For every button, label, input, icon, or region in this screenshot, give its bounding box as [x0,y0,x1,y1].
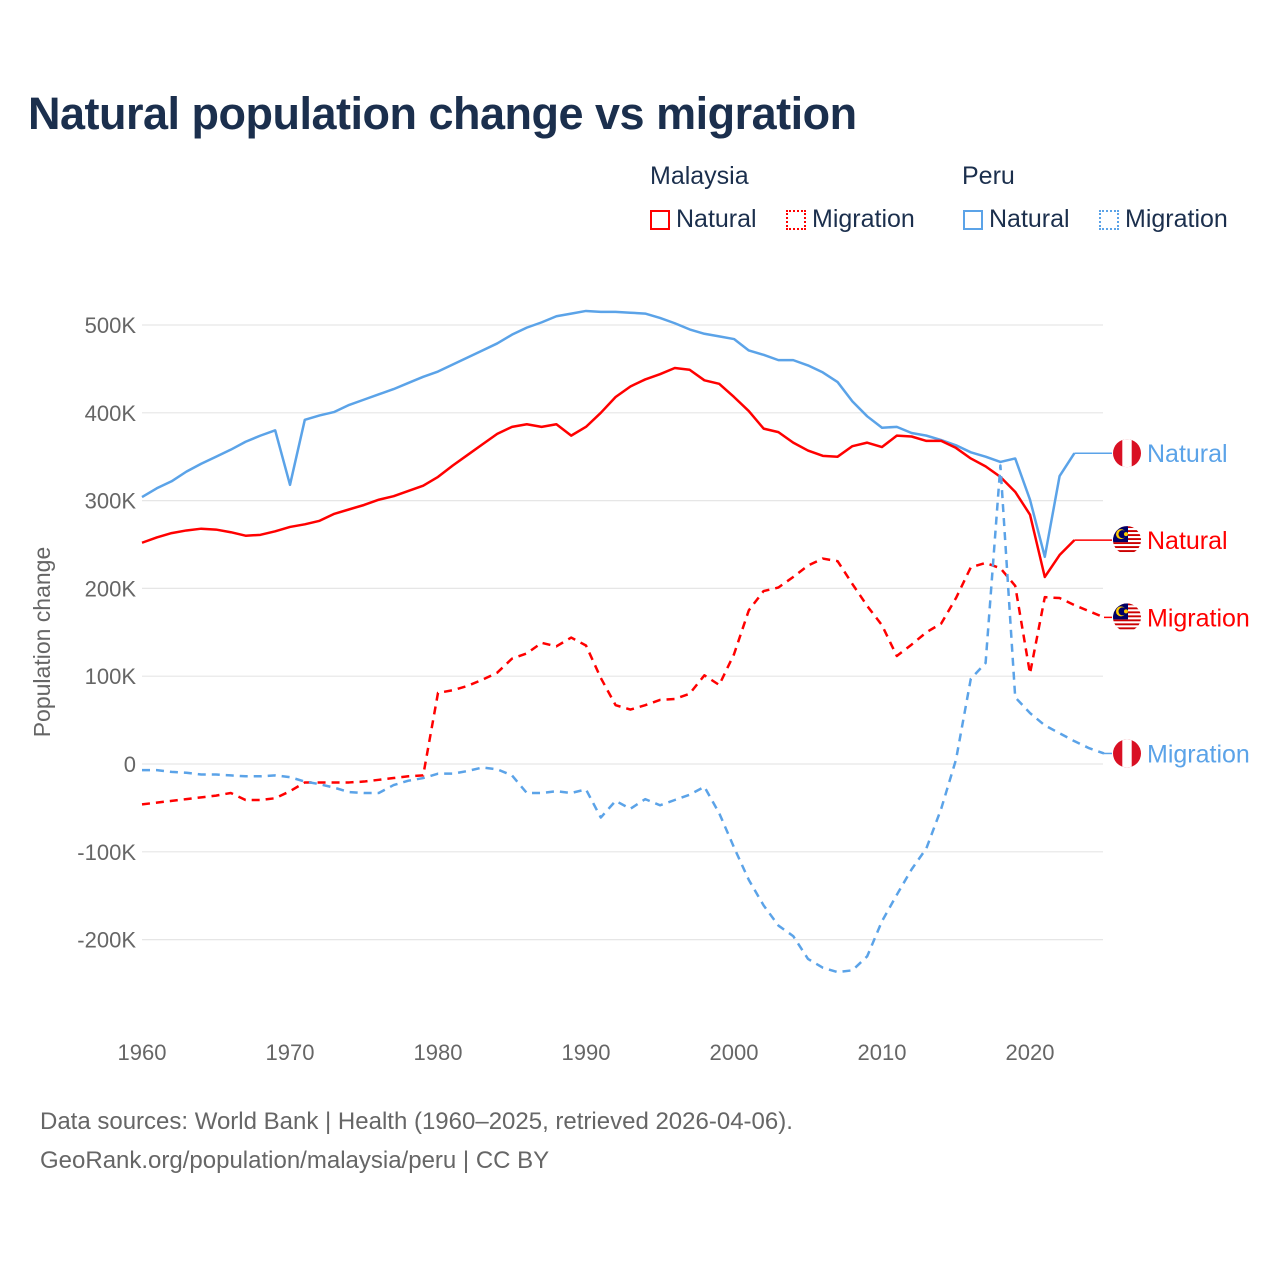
flag-stripe [1113,621,1141,624]
legend-malaysia-migration[interactable]: Migration [786,205,915,234]
x-tick-label: 1980 [414,1040,463,1065]
gridlines [142,324,1103,941]
flag-stripe [1113,623,1141,626]
x-tick-label: 2010 [858,1040,907,1065]
flag-white [1122,439,1132,468]
series-line-peru-migration [142,464,1105,974]
flag-star [1124,532,1128,537]
series-line-malaysia-migration [141,557,1105,806]
y-axis: 500K 400K 300K 200K 100K 0 -100K -200K [77,313,136,953]
legend-swatch-solid-red [650,209,670,230]
flag-stripe [1113,625,1141,628]
peru-flag-icon [1113,739,1141,768]
flag-stripe [1113,629,1141,632]
flag-stripe [1113,552,1141,555]
flag-clip [1113,603,1141,632]
flag-crescent-cut [1118,530,1127,539]
legend-peru-natural[interactable]: Natural [963,205,1070,234]
legend-malaysia-natural[interactable]: Natural [650,205,757,234]
x-tick-label: 1990 [562,1040,611,1065]
malaysia-flag-icon [1113,526,1141,555]
y-tick-label: 0 [124,752,136,777]
legend-group-malaysia: Malaysia [650,162,749,190]
flag-stripe [1113,548,1141,551]
legend-swatch-dotted-red [786,209,806,230]
footer-attribution: GeoRank.org/population/malaysia/peru | C… [40,1147,550,1174]
y-tick-label: 400K [85,401,137,426]
legend-label: Natural [989,205,1070,233]
x-tick-label: 2020 [1006,1040,1055,1065]
y-tick-label: 300K [85,489,137,514]
flag-stripe [1113,627,1141,630]
end-label-peru-migration: Migration [1147,740,1250,768]
legend-label: Migration [812,205,915,233]
end-label-peru-natural: Natural [1147,440,1228,468]
flag-stripe [1113,619,1141,622]
flag-clip [1113,526,1141,555]
x-tick-label: 2000 [710,1040,759,1065]
x-axis: 1960 1970 1980 1990 2000 2010 2020 [118,1040,1055,1065]
flag-stripe [1113,550,1141,553]
legend-peru-migration[interactable]: Migration [1099,205,1228,234]
legend-swatch-solid-blue [963,209,983,230]
series-line-malaysia-natural [141,366,1076,579]
y-tick-label: -200K [77,928,136,953]
footer-sources: Data sources: World Bank | Health (1960–… [40,1108,793,1135]
y-tick-label: 500K [85,313,137,338]
flag-stripe [1113,546,1141,549]
flag-clip [1113,739,1141,768]
end-label-malaysia-migration: Migration [1147,604,1250,632]
legend-label: Migration [1125,205,1228,233]
end-label-malaysia-natural: Natural [1147,527,1228,555]
flag-stripe [1113,542,1141,545]
y-tick-label: 100K [85,664,137,689]
series-line-peru-natural [141,309,1076,559]
legend-swatch-dotted-blue [1099,209,1119,230]
y-axis-label: Population change [29,547,55,738]
series-lines [141,309,1112,974]
flag-clip [1113,439,1141,468]
legend-group-peru: Peru [962,162,1015,190]
x-tick-label: 1970 [266,1040,315,1065]
y-tick-label: -100K [77,840,136,865]
flag-star [1124,609,1128,614]
malaysia-flag-icon [1113,603,1141,632]
flag-stripe [1113,544,1141,547]
end-labels: Natural Natural Migration Migration [1113,439,1250,768]
flag-crescent-cut [1118,607,1127,616]
flag-white [1122,739,1132,768]
legend-label: Natural [676,205,757,233]
peru-flag-icon [1113,439,1141,468]
x-tick-label: 1960 [118,1040,167,1065]
chart-title: Natural population change vs migration [28,88,857,139]
y-tick-label: 200K [85,576,137,601]
